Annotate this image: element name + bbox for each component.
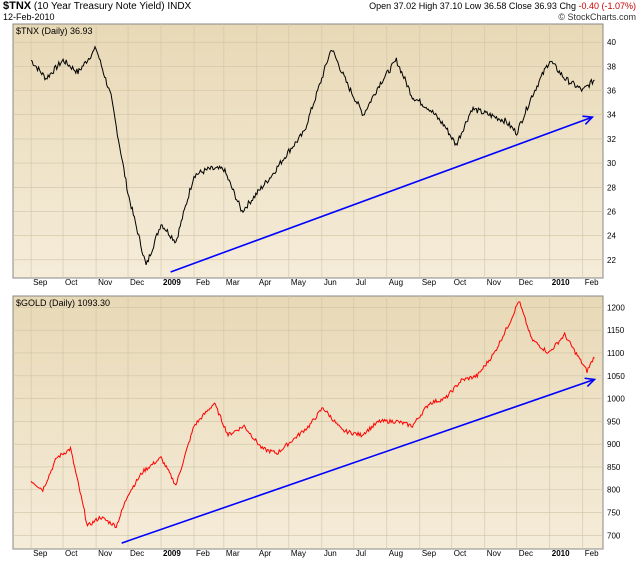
x-tick-label: Feb (585, 549, 599, 558)
x-tick-label: Nov (98, 278, 112, 287)
x-tick-label: May (291, 278, 306, 287)
chg-value: -0.40 (-1.07%) (578, 1, 636, 11)
x-tick-label: Dec (130, 549, 144, 558)
x-tick-label: Nov (487, 549, 501, 558)
x-tick-label: Apr (259, 549, 272, 558)
quote-bar: Open 37.02 High 37.10 Low 36.58 Close 36… (369, 1, 636, 11)
x-tick-label: Oct (454, 278, 467, 287)
x-tick-label: Aug (389, 278, 403, 287)
y-tick-label: 40 (607, 38, 616, 47)
series-line-2 (30, 301, 595, 529)
trend-arrow-line (170, 116, 593, 273)
x-tick-label: Jul (356, 549, 366, 558)
y-tick-label: 34 (607, 111, 616, 120)
symbol: $TNX (3, 0, 32, 12)
trend-arrow-head (584, 377, 597, 388)
x-tick-label: Mar (226, 549, 240, 558)
trend-arrow-line (121, 378, 595, 544)
symbol-name: (10 Year Treasury Note Yield) (33, 1, 165, 12)
y-tick-label: 1050 (607, 372, 625, 381)
y-tick-label: 750 (607, 509, 621, 518)
y-tick-label: 1150 (607, 326, 625, 335)
x-tick-label: 2010 (552, 549, 570, 558)
y-tick-label: 28 (607, 183, 616, 192)
x-tick-label: Dec (130, 278, 144, 287)
y-tick-label: 950 (607, 417, 621, 426)
x-tick-label: Jul (356, 278, 366, 287)
high-value: 37.10 (439, 1, 463, 11)
x-tick-label: 2009 (163, 549, 181, 558)
x-tick-label: 2009 (163, 278, 181, 287)
low-label: Low (464, 1, 482, 11)
panel-label: $GOLD (Daily) 1093.30 (16, 298, 110, 308)
y-tick-label: 30 (607, 159, 616, 168)
x-tick-label: Sep (422, 278, 437, 287)
chart-header: $TNX (10 Year Treasury Note Yield) INDX (3, 0, 191, 12)
panel-1-background (12, 23, 604, 279)
series-line-1 (30, 45, 595, 266)
x-tick-label: Sep (33, 549, 48, 558)
x-tick-label: Oct (65, 278, 78, 287)
x-tick-label: Mar (226, 278, 240, 287)
trend-arrow-head (582, 115, 595, 125)
close-label: Close (508, 1, 532, 11)
chart-date: 12-Feb-2010 (3, 12, 55, 22)
close-value: 36.93 (534, 1, 557, 11)
open-label: Open (369, 1, 392, 11)
x-tick-label: Jun (324, 278, 337, 287)
x-tick-label: Feb (196, 278, 210, 287)
x-tick-label: Nov (487, 278, 501, 287)
y-tick-label: 1100 (607, 349, 625, 358)
x-tick-label: Sep (33, 278, 48, 287)
y-tick-label: 800 (607, 486, 621, 495)
y-tick-label: 850 (607, 463, 621, 472)
y-tick-label: 32 (607, 135, 616, 144)
y-tick-label: 38 (607, 62, 616, 71)
x-tick-label: Dec (519, 549, 533, 558)
y-tick-label: 1000 (607, 395, 625, 404)
y-tick-label: 24 (607, 232, 616, 241)
chg-label: Chg (559, 1, 576, 11)
x-tick-label: Oct (454, 549, 467, 558)
low-value: 36.58 (483, 1, 507, 11)
x-tick-label: 2010 (552, 278, 570, 287)
y-tick-label: 22 (607, 256, 616, 265)
x-tick-label: Aug (389, 549, 403, 558)
y-tick-label: 36 (607, 87, 616, 96)
x-tick-label: Feb (196, 549, 210, 558)
y-tick-label: 26 (607, 207, 616, 216)
brand-watermark[interactable]: © StockCharts.com (558, 12, 636, 22)
x-tick-label: Sep (422, 549, 437, 558)
open-value: 37.02 (393, 1, 417, 11)
x-tick-label: May (291, 549, 306, 558)
x-tick-label: Nov (98, 549, 112, 558)
x-tick-label: Jun (324, 549, 337, 558)
x-tick-label: Dec (519, 278, 533, 287)
y-tick-label: 700 (607, 531, 621, 540)
y-tick-label: 900 (607, 440, 621, 449)
panel-label: $TNX (Daily) 36.93 (16, 26, 93, 36)
x-tick-label: Feb (585, 278, 599, 287)
y-tick-label: 1200 (607, 303, 625, 312)
exchange: INDX (167, 1, 192, 12)
high-label: High (418, 1, 438, 11)
panel-2-background (12, 295, 604, 550)
x-tick-label: Oct (65, 549, 78, 558)
x-tick-label: Apr (259, 278, 272, 287)
